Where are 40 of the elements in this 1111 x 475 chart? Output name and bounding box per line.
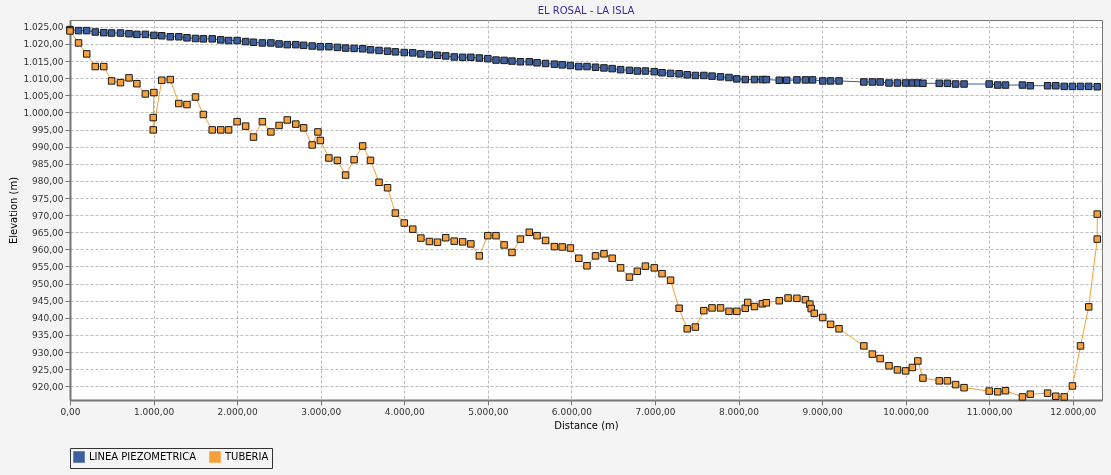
x-tick-label: 8.000,00 bbox=[718, 406, 760, 417]
y-tick-label: 1.025,00 bbox=[23, 22, 64, 33]
y-tick-label: 925,00 bbox=[32, 364, 64, 375]
y-tick-label: 935,00 bbox=[32, 330, 64, 341]
legend-label: LINEA PIEZOMETRICA bbox=[89, 451, 197, 462]
y-tick-label: 1.020,00 bbox=[23, 39, 64, 50]
y-tick-label: 920,00 bbox=[32, 381, 64, 392]
y-tick-label: 990,00 bbox=[32, 142, 64, 153]
legend-label: TUBERIA bbox=[224, 451, 269, 462]
y-tick-label: 940,00 bbox=[32, 313, 64, 324]
x-tick-label: 12.000,00 bbox=[1050, 406, 1097, 417]
y-tick-label: 1.000,00 bbox=[23, 107, 64, 118]
y-tick-label: 950,00 bbox=[32, 279, 64, 290]
y-axis-title: Elevation (m) bbox=[8, 176, 20, 245]
x-tick-label: 2.000,00 bbox=[217, 406, 258, 417]
y-tick-label: 985,00 bbox=[32, 159, 64, 170]
x-tick-label: 6.000,00 bbox=[551, 406, 593, 417]
x-tick-label: 9.000,00 bbox=[802, 406, 843, 417]
y-tick-label: 960,00 bbox=[32, 244, 64, 255]
y-tick-label: 955,00 bbox=[32, 261, 64, 272]
y-tick-label: 930,00 bbox=[32, 347, 64, 358]
x-tick-label: 5.000,00 bbox=[468, 406, 509, 417]
y-tick-label: 1.010,00 bbox=[23, 73, 64, 84]
y-tick-label: 1.015,00 bbox=[23, 56, 64, 67]
x-tick-label: 1.000,00 bbox=[134, 406, 175, 417]
y-tick-label: 945,00 bbox=[32, 296, 64, 307]
x-tick-label: 3.000,00 bbox=[301, 406, 342, 417]
y-tick-label: 980,00 bbox=[32, 176, 64, 187]
y-tick-label: 970,00 bbox=[32, 210, 64, 221]
y-tick-label: 995,00 bbox=[32, 125, 64, 136]
y-tick-label: 1.005,00 bbox=[23, 90, 64, 101]
x-tick-label: 10.000,00 bbox=[883, 406, 930, 417]
x-tick-label: 11.000,00 bbox=[966, 406, 1013, 417]
y-tick-label: 965,00 bbox=[32, 227, 64, 238]
x-tick-label: 7.000,00 bbox=[635, 406, 676, 417]
chart-title: EL ROSAL - LA ISLA bbox=[537, 5, 635, 16]
y-tick-label: 975,00 bbox=[32, 193, 64, 204]
x-tick-label: 0,00 bbox=[60, 406, 81, 417]
x-tick-label: 4.000,00 bbox=[384, 406, 426, 417]
x-axis-title: Distance (m) bbox=[554, 419, 619, 431]
